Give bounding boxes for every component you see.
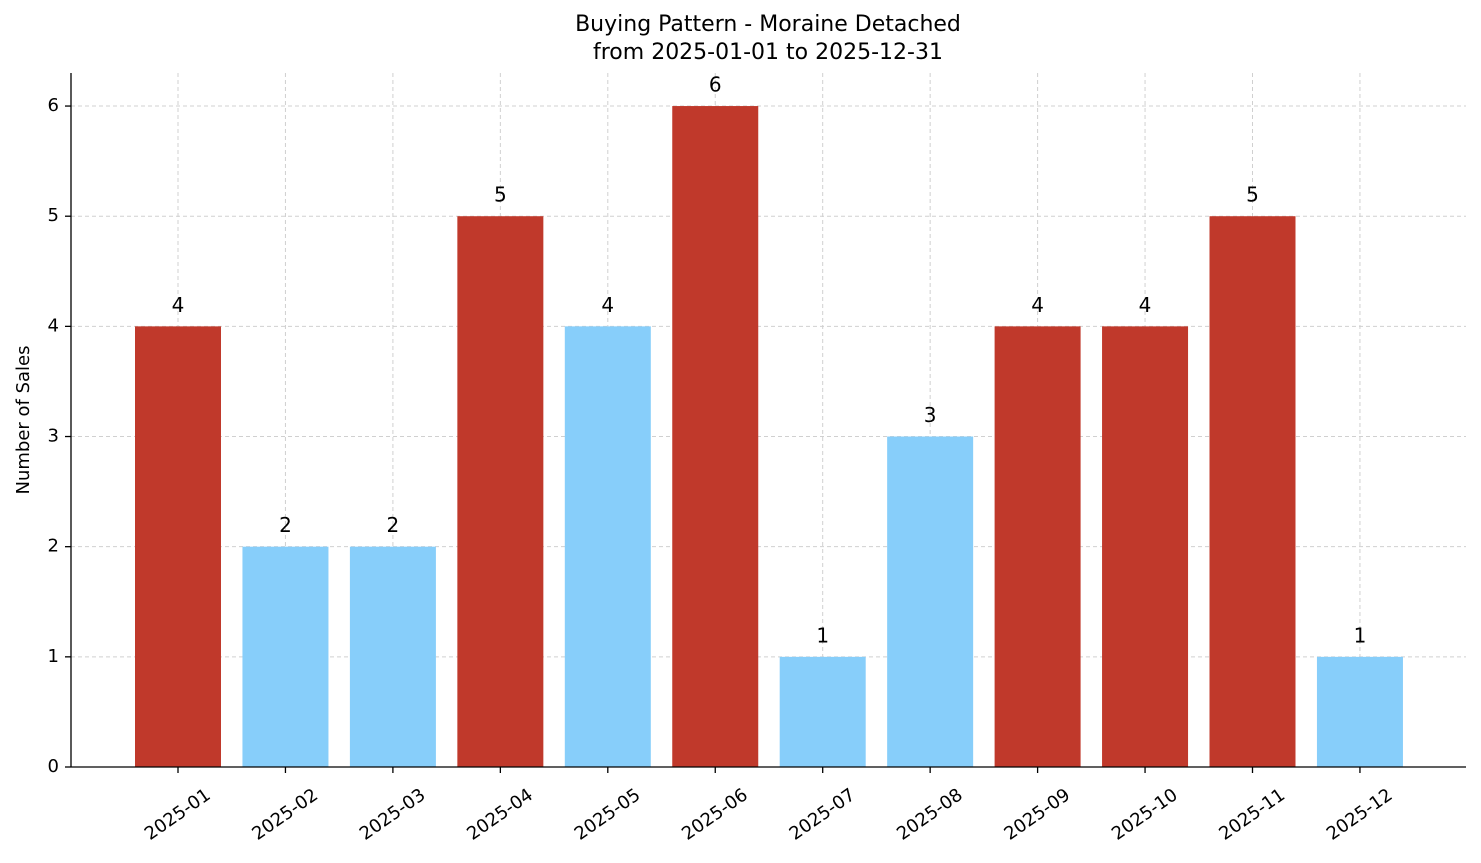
- chart-title: Buying Pattern - Moraine Detached: [575, 12, 961, 37]
- value-label: 4: [601, 293, 614, 317]
- x-tick-label: 2025-01: [141, 784, 215, 844]
- bar: [1102, 326, 1189, 767]
- value-label: 6: [709, 73, 722, 97]
- x-tick-label: 2025-02: [248, 784, 322, 844]
- value-label: 1: [1354, 623, 1367, 647]
- y-tick-label: 1: [48, 646, 59, 667]
- value-label: 2: [387, 513, 400, 537]
- x-tick-label: 2025-05: [571, 784, 645, 844]
- bar: [242, 546, 329, 767]
- value-label: 2: [279, 513, 292, 537]
- value-label: 4: [1139, 293, 1152, 317]
- x-tick-label: 2025-03: [356, 784, 430, 844]
- x-tick-label: 2025-04: [463, 784, 537, 844]
- x-tick-label: 2025-07: [786, 784, 860, 844]
- y-tick-label: 4: [48, 315, 59, 336]
- x-tick-label: 2025-10: [1108, 784, 1182, 844]
- value-label: 4: [172, 293, 185, 317]
- bar: [135, 326, 221, 767]
- y-tick-label: 5: [48, 205, 59, 226]
- value-label: 5: [1246, 183, 1259, 207]
- y-tick-label: 0: [48, 756, 59, 777]
- y-tick-label: 3: [48, 426, 59, 447]
- x-tick-label: 2025-11: [1215, 784, 1289, 844]
- bar: [672, 106, 759, 768]
- y-tick-label: 6: [48, 95, 59, 116]
- x-tick-label: 2025-08: [893, 784, 967, 844]
- x-tick-label: 2025-12: [1323, 784, 1397, 844]
- x-tick-label: 2025-06: [678, 784, 752, 844]
- value-label: 3: [924, 403, 937, 427]
- bar: [779, 656, 866, 767]
- chart-subtitle: from 2025-01-01 to 2025-12-31: [593, 40, 943, 65]
- bar: [564, 326, 651, 767]
- bar: [1209, 216, 1296, 767]
- bar: [994, 326, 1081, 767]
- y-axis-label: Number of Sales: [13, 345, 34, 494]
- bar: [1316, 656, 1403, 767]
- x-tick-label: 2025-09: [1000, 784, 1074, 844]
- value-label: 1: [816, 623, 829, 647]
- bar: [887, 436, 974, 767]
- y-tick-label: 2: [48, 536, 59, 557]
- bar: [457, 216, 544, 767]
- value-label: 4: [1031, 293, 1044, 317]
- bar: [349, 546, 436, 767]
- value-label: 5: [494, 183, 507, 207]
